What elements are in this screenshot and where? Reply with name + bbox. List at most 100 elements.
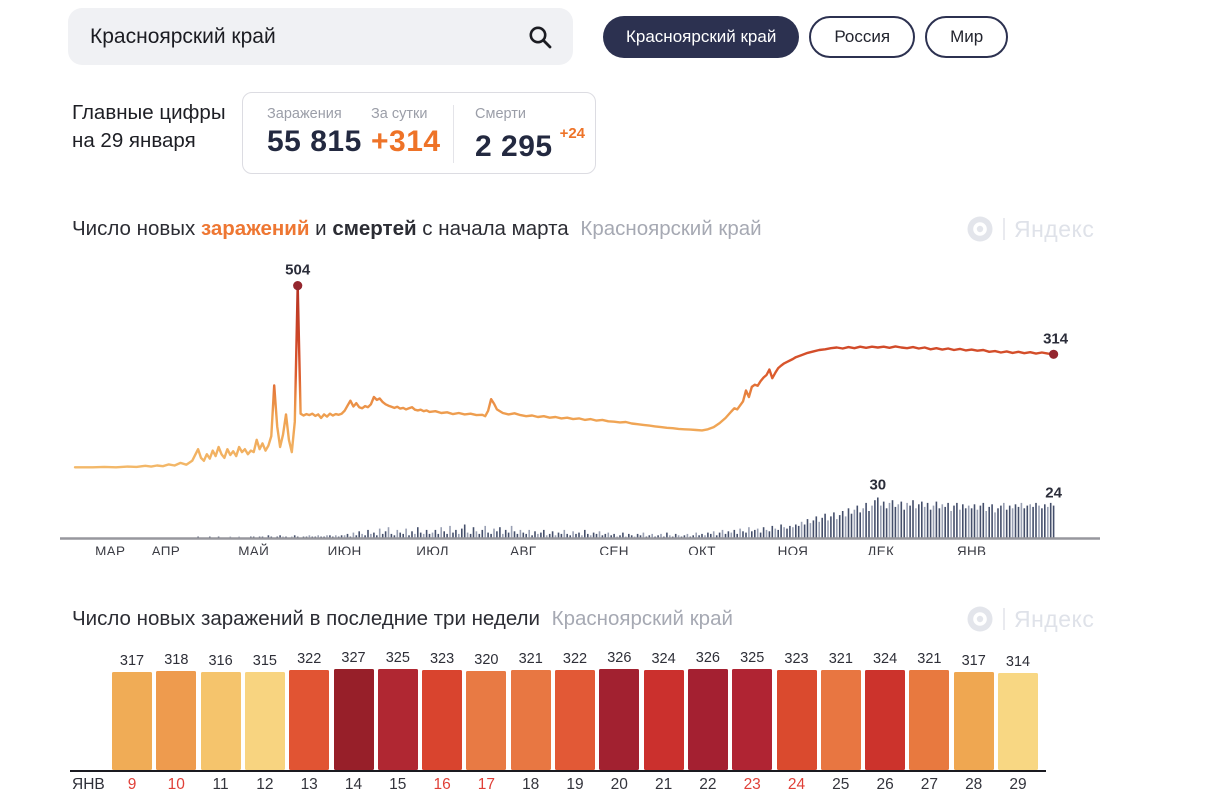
daily-infections-bar[interactable] [200, 672, 241, 770]
death-bar [639, 535, 642, 538]
death-bar [540, 532, 542, 538]
death-bar [452, 532, 454, 538]
tab-russia[interactable]: Россия [809, 16, 916, 58]
death-bar [698, 535, 700, 538]
bar-value-label: 325 [740, 650, 765, 667]
day-tick-label: 24 [787, 776, 806, 793]
death-bar [964, 508, 967, 538]
death-bar [718, 532, 721, 538]
title-text: и [315, 217, 327, 240]
daily-infections-bar[interactable] [687, 668, 728, 770]
death-bar [604, 533, 607, 538]
death-bar [669, 535, 671, 538]
death-bar [411, 531, 413, 539]
death-bar [378, 528, 381, 539]
death-bar [721, 529, 724, 538]
death-bar [499, 527, 501, 538]
daily-infections-bar[interactable] [909, 670, 950, 770]
death-bar [862, 508, 864, 538]
day-tick-label: 28 [965, 776, 983, 793]
month-tick-label: ИЮН [328, 544, 362, 555]
death-bar [997, 508, 999, 538]
daily-infections-bar[interactable] [112, 671, 152, 770]
death-bar [478, 533, 481, 538]
death-bar [803, 524, 806, 538]
infections-deaths-line-chart[interactable]: 504 314 30 24 МАР АПР МАЙ ИЮН ИЮЛ АВГ СЕН ОКТ НОЯ ДЕ… [60, 255, 1100, 555]
title-region: Красноярский край [551, 607, 733, 630]
daily-infections-bar[interactable] [599, 668, 640, 770]
death-bar [1014, 504, 1017, 539]
death-bar [903, 509, 905, 539]
death-bar [707, 532, 709, 538]
month-tick-label: МАЙ [238, 544, 269, 555]
daily-infections-bar[interactable] [333, 668, 374, 770]
death-bar [455, 529, 457, 538]
death-bar [982, 502, 985, 538]
stat-infections: Заражения 55 815 [267, 106, 362, 159]
death-bar [578, 532, 580, 538]
daily-infections-bar[interactable] [156, 671, 197, 770]
daily-infections-bar[interactable] [776, 669, 817, 770]
bar-value-label: 321 [828, 651, 853, 668]
death-bar [496, 531, 498, 539]
stat-delta-sup: +24 [559, 125, 586, 142]
three-week-bar-chart[interactable]: ЯНВ 317 9 318 10 316 11 315 12 322 13 327 14 325 15 323… [60, 645, 1110, 801]
day-tick-label: 18 [522, 776, 540, 793]
daily-infections-bar[interactable] [820, 670, 861, 770]
month-tick-label: ИЮЛ [416, 544, 449, 555]
death-bar [1026, 505, 1029, 538]
death-bar [458, 533, 460, 538]
daily-infections-bar[interactable] [998, 672, 1038, 770]
day-tick-label: 15 [389, 776, 407, 793]
death-bar [335, 535, 337, 538]
death-bar [437, 533, 440, 538]
death-bar [651, 533, 653, 538]
day-tick-label: 10 [167, 776, 185, 793]
data-point-label: 30 [869, 477, 886, 494]
daily-infections-bar[interactable] [643, 669, 684, 770]
death-bar [1041, 508, 1043, 538]
death-bar [381, 533, 384, 538]
daily-infections-bar[interactable] [289, 670, 330, 770]
death-bar [701, 533, 703, 538]
death-bar [730, 532, 733, 538]
daily-infections-bar[interactable] [865, 669, 906, 770]
daily-infections-bar[interactable] [732, 669, 773, 770]
daily-infections-bar[interactable] [377, 669, 418, 770]
death-bar [748, 527, 750, 538]
daily-infections-bar[interactable] [466, 670, 507, 770]
death-bar [384, 531, 387, 539]
death-bar [543, 529, 545, 538]
death-bar [780, 524, 782, 538]
death-bar [909, 505, 911, 538]
month-tick-label: СЕН [599, 544, 628, 555]
month-tick-label: ОКТ [688, 544, 716, 555]
death-bar [317, 535, 319, 538]
death-bar [809, 523, 812, 538]
death-bar [666, 532, 668, 538]
daily-infections-bar[interactable] [510, 670, 551, 770]
daily-infections-bar[interactable] [422, 669, 463, 770]
death-bar [712, 531, 715, 539]
death-bar [522, 532, 525, 538]
daily-infections-bar[interactable] [555, 670, 595, 770]
death-bar [953, 505, 955, 538]
death-bar [994, 512, 996, 539]
death-bar [370, 533, 372, 538]
search-input[interactable] [90, 24, 527, 49]
death-bar [759, 532, 762, 538]
death-bar [393, 535, 396, 538]
month-tick-label: ЯНВ [957, 544, 986, 555]
death-bar [739, 528, 741, 539]
daily-infections-bar[interactable] [953, 671, 994, 770]
tab-world[interactable]: Мир [925, 16, 1009, 58]
daily-infections-bar[interactable] [244, 672, 285, 770]
tab-krasnoyarsk-krai[interactable]: Красноярский край [603, 16, 800, 58]
month-tick-label: МАР [95, 544, 125, 555]
death-bar [797, 525, 800, 539]
death-bar [507, 532, 510, 538]
search-box[interactable] [68, 8, 573, 65]
death-bar [364, 535, 366, 538]
search-icon[interactable] [527, 24, 553, 50]
death-bar [812, 520, 815, 538]
